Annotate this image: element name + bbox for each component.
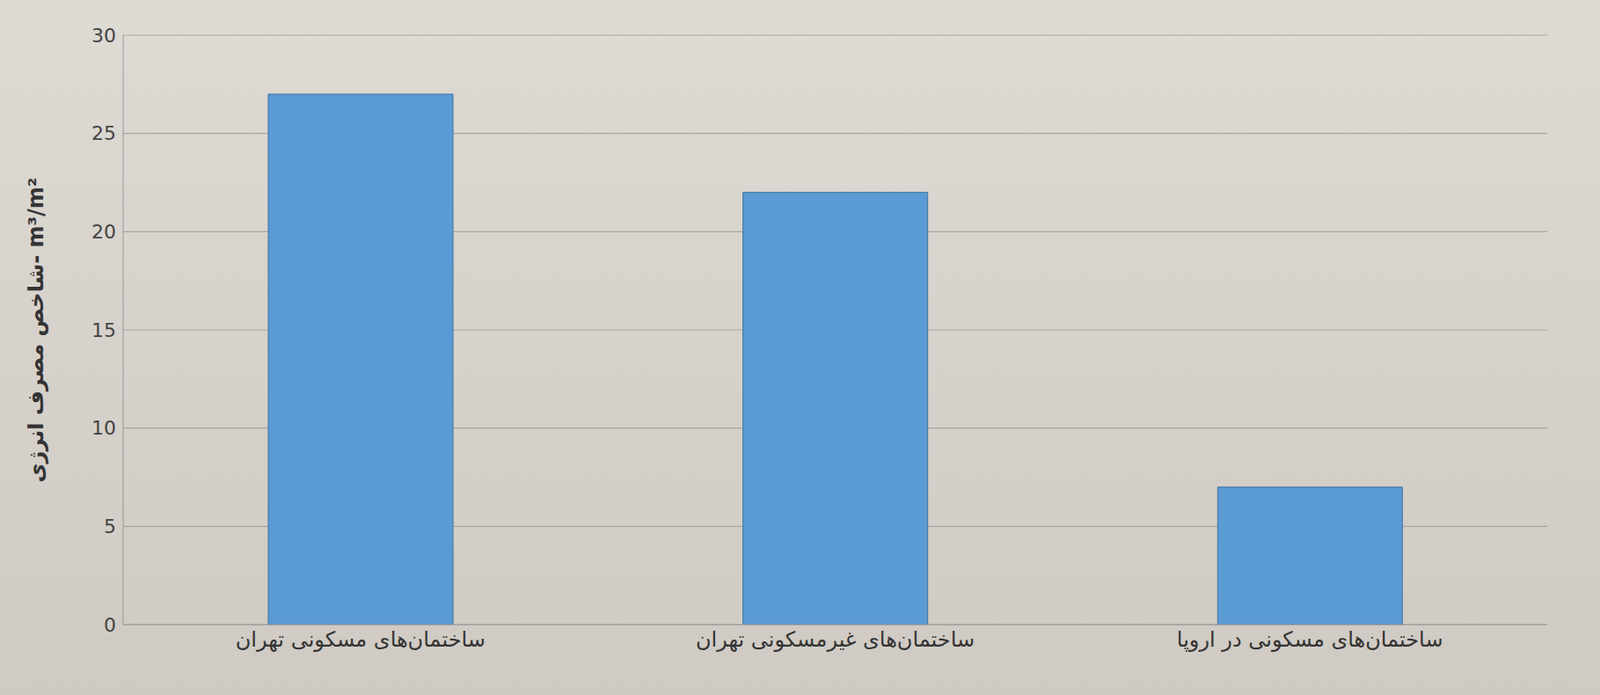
svg-text:شاخص مصرف انرژی- m³/m²: شاخص مصرف انرژی- m³/m² [23,177,49,483]
svg-text:30: 30 [91,24,117,47]
svg-text:20: 20 [91,220,117,243]
svg-text:ساختمان‌های مسکونی در اروپا: ساختمان‌های مسکونی در اروپا [1176,627,1444,652]
svg-text:15: 15 [91,319,117,342]
svg-text:ساختمان‌های مسکونی تهران: ساختمان‌های مسکونی تهران [235,627,486,652]
svg-text:ساختمان‌های غیرمسکونی تهران: ساختمان‌های غیرمسکونی تهران [695,627,975,652]
svg-text:5: 5 [103,515,117,538]
svg-text:0: 0 [103,613,117,636]
svg-text:10: 10 [91,416,117,439]
svg-text:25: 25 [91,122,117,145]
